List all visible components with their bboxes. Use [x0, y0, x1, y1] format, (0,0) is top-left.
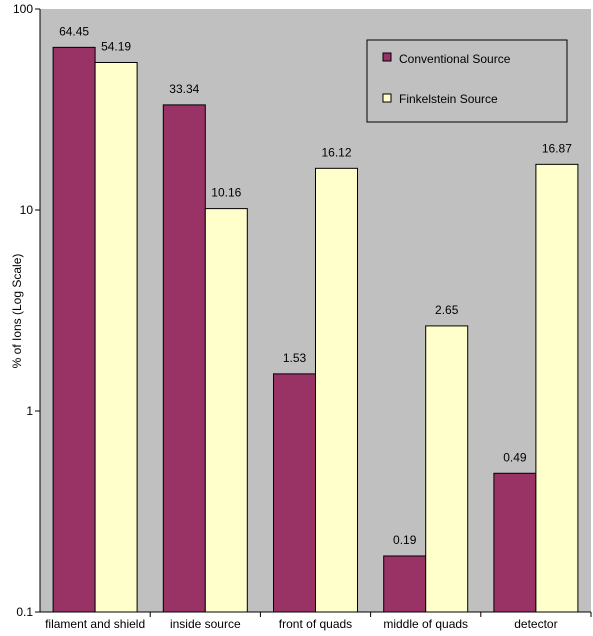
- x-category-label: detector: [514, 617, 557, 631]
- bar-conventional: [52, 46, 96, 613]
- bars-layer: [52, 46, 579, 613]
- x-category-label: front of quads: [279, 617, 352, 631]
- y-axis-title: % of Ions (Log Scale): [10, 254, 24, 369]
- bar-conventional: [162, 104, 206, 613]
- x-category-label: middle of quads: [383, 617, 468, 631]
- y-tick-label: 10: [20, 203, 34, 217]
- y-ticks-layer: 0.1 1 10 100: [13, 2, 40, 619]
- data-label: 2.65: [435, 303, 459, 317]
- bar-finkelstein: [204, 208, 248, 613]
- bar-conventional: [273, 373, 316, 613]
- x-category-label: inside source: [170, 617, 241, 631]
- x-labels-layer: filament and shield inside source front of…: [45, 612, 592, 631]
- y-tick-label: 0.1: [16, 605, 33, 619]
- bar-conventional: [493, 472, 537, 613]
- legend-label-conventional: Conventional Source: [399, 52, 511, 66]
- data-label: 16.12: [321, 145, 351, 159]
- y-tick-label: 1: [26, 404, 33, 418]
- legend: Conventional Source Finkelstein Source: [366, 39, 568, 123]
- legend-swatch-finkelstein: [382, 93, 392, 103]
- data-label: 0.49: [503, 450, 527, 464]
- data-label: 16.87: [542, 141, 572, 155]
- legend-box: [366, 39, 568, 123]
- bar-finkelstein: [94, 61, 138, 613]
- x-category-label: filament and shield: [45, 617, 145, 631]
- legend-swatch-conventional: [382, 52, 392, 62]
- bar-conventional: [383, 555, 427, 613]
- bar-finkelstein: [535, 163, 579, 613]
- data-label: 1.53: [283, 351, 307, 365]
- legend-label-finkelstein: Finkelstein Source: [399, 92, 498, 106]
- y-tick-label: 100: [13, 2, 33, 16]
- bar-finkelstein: [425, 325, 469, 613]
- data-label: 33.34: [169, 82, 199, 96]
- data-label: 10.16: [211, 186, 241, 200]
- data-labels-layer: 64.45 54.19 33.34 10.16 1.53 16.12 0.19 2.65 0.4…: [59, 24, 572, 547]
- data-label: 54.19: [101, 39, 131, 53]
- data-label: 64.45: [59, 24, 89, 38]
- bar-finkelstein: [315, 167, 358, 613]
- data-label: 0.19: [393, 533, 417, 547]
